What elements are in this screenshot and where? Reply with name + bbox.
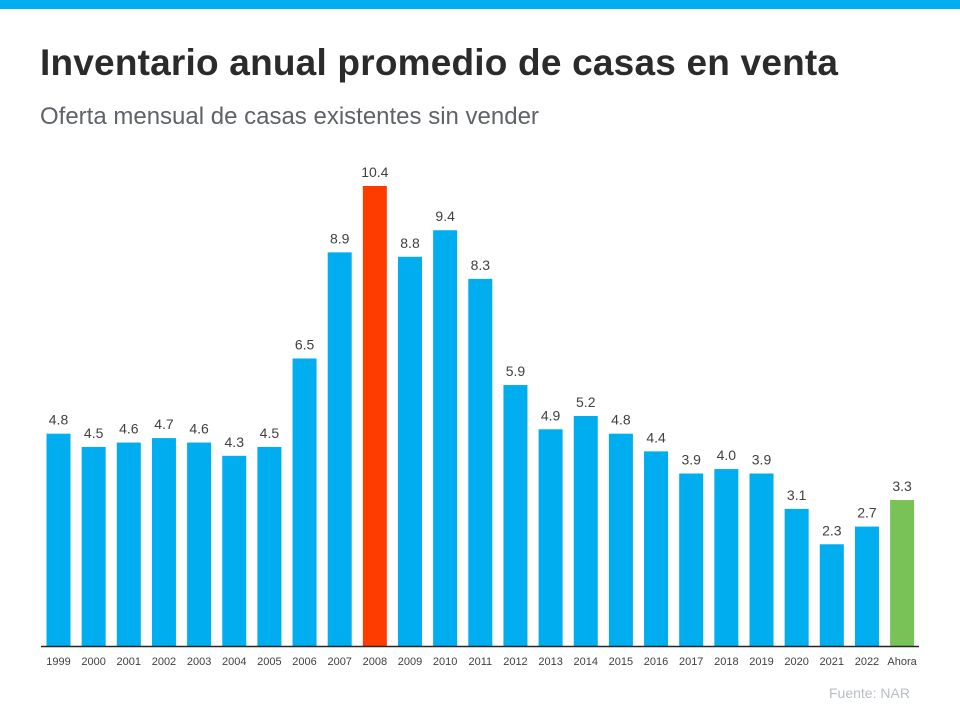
bar-2010	[433, 230, 458, 647]
value-label: 8.3	[471, 257, 491, 273]
bar-2003	[187, 442, 212, 646]
value-label: 4.8	[49, 412, 69, 428]
category-label: 2007	[327, 656, 351, 668]
bar-2014	[573, 416, 598, 646]
category-label: 2021	[820, 656, 844, 668]
bar-1999	[46, 433, 71, 646]
value-label: 4.4	[646, 429, 666, 445]
bar-2007	[327, 252, 352, 646]
bar-2006	[292, 358, 317, 646]
bar-ahora	[890, 500, 915, 646]
category-label: 2010	[433, 656, 457, 668]
category-label: 2011	[468, 656, 492, 668]
value-label: 4.6	[119, 421, 139, 437]
bar-2015	[608, 433, 633, 646]
category-label: 2015	[609, 656, 633, 668]
value-label: 5.2	[576, 394, 596, 410]
chart-title: Inventario anual promedio de casas en ve…	[40, 42, 839, 83]
category-label: 2016	[644, 656, 668, 668]
value-label: 4.5	[260, 425, 280, 441]
category-label: 2012	[503, 656, 527, 668]
value-label: 4.5	[84, 425, 104, 441]
bar-2005	[257, 446, 282, 646]
value-label: 5.9	[506, 363, 526, 379]
bar-2012	[503, 385, 528, 646]
category-label: 2009	[398, 656, 422, 668]
category-label: 2019	[749, 656, 773, 668]
value-label: 4.0	[717, 447, 737, 463]
bar-2017	[679, 473, 704, 646]
top-accent-bar	[0, 0, 960, 9]
bar-2016	[644, 451, 669, 646]
category-label: 2001	[117, 656, 141, 668]
value-label: 8.9	[330, 230, 350, 246]
bar-2008	[362, 186, 387, 646]
bar-2001	[116, 442, 141, 646]
category-label: 2004	[222, 656, 246, 668]
value-label: 3.9	[681, 452, 701, 468]
value-label: 2.7	[857, 505, 877, 521]
value-label: 9.4	[435, 208, 455, 224]
value-label: 4.8	[611, 412, 631, 428]
bar-2020	[784, 508, 809, 646]
bar-2002	[151, 438, 176, 646]
chart-subtitle: Oferta mensual de casas existentes sin v…	[40, 103, 539, 130]
source-note: Fuente: NAR	[829, 685, 910, 701]
value-label: 3.9	[752, 452, 772, 468]
category-label: 2022	[855, 656, 879, 668]
bar-2018	[714, 469, 739, 646]
category-label: 2020	[784, 656, 808, 668]
value-label: 8.8	[400, 235, 420, 251]
bar-2021	[819, 544, 844, 646]
category-label: 2006	[292, 656, 316, 668]
category-label: 2002	[152, 656, 176, 668]
value-label: 3.3	[892, 478, 912, 494]
bar-2022	[854, 526, 879, 646]
value-label: 4.3	[225, 434, 245, 450]
category-label: 2008	[363, 656, 387, 668]
value-label: 2.3	[822, 522, 842, 538]
category-label: 2003	[187, 656, 211, 668]
bar-2011	[468, 278, 493, 646]
category-label: 2005	[257, 656, 281, 668]
bar-2013	[538, 429, 563, 646]
value-label: 6.5	[295, 337, 315, 353]
category-label: 2000	[81, 656, 105, 668]
value-label: 4.6	[189, 421, 209, 437]
value-label: 4.7	[154, 416, 174, 432]
category-label: 2017	[679, 656, 703, 668]
value-label: 4.9	[541, 407, 561, 423]
category-label: 2018	[714, 656, 738, 668]
category-label: Ahora	[887, 656, 917, 668]
value-label: 3.1	[787, 487, 807, 503]
category-label: 1999	[46, 656, 70, 668]
category-label: 2014	[574, 656, 598, 668]
value-label: 10.4	[361, 164, 388, 180]
category-label: 2013	[538, 656, 562, 668]
bar-2019	[749, 473, 774, 646]
bar-2009	[398, 256, 422, 646]
bar-2004	[222, 455, 247, 646]
bar-2000	[81, 446, 106, 646]
